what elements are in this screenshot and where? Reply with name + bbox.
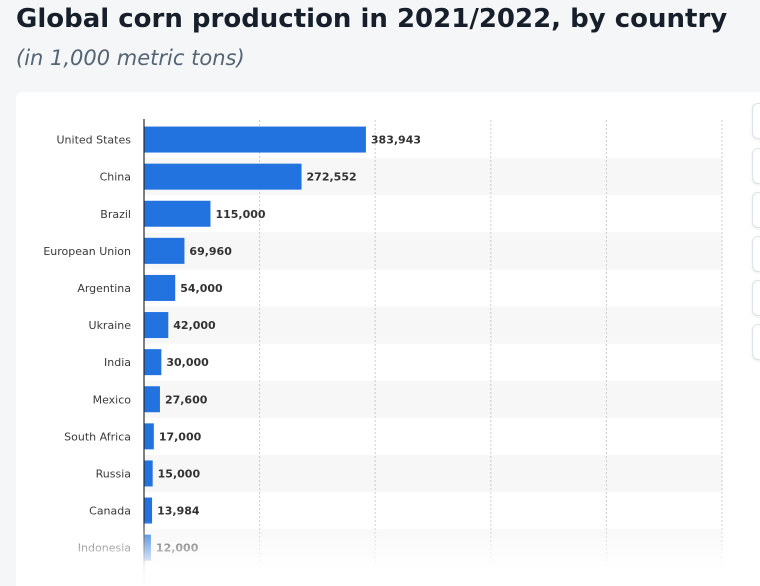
row-stripe bbox=[144, 306, 722, 344]
row-stripe bbox=[144, 529, 722, 567]
value-label: 27,600 bbox=[165, 393, 208, 406]
row-stripe bbox=[144, 380, 722, 418]
value-label: 42,000 bbox=[173, 319, 216, 332]
value-label: 13,984 bbox=[157, 505, 200, 518]
bar bbox=[144, 274, 176, 301]
row-stripe bbox=[144, 454, 722, 492]
value-label: 12,000 bbox=[156, 542, 199, 555]
category-label: United States bbox=[57, 134, 132, 147]
value-label: 383,943 bbox=[371, 134, 421, 147]
chart-card: United States China Brazil European Union Ar… bbox=[16, 92, 760, 586]
category-label: Ukraine bbox=[89, 319, 132, 332]
row-stripe bbox=[144, 232, 722, 270]
share-button[interactable] bbox=[752, 236, 760, 272]
value-label: 115,000 bbox=[215, 208, 265, 221]
bar bbox=[144, 163, 302, 190]
bar bbox=[144, 237, 185, 264]
value-label: 17,000 bbox=[159, 430, 202, 443]
category-label: Indonesia bbox=[78, 542, 131, 555]
bar bbox=[144, 534, 151, 561]
bar bbox=[144, 460, 153, 487]
page-title: Global corn production in 2021/2022, by … bbox=[16, 4, 728, 34]
download-button[interactable] bbox=[752, 148, 760, 184]
bar-chart: United States China Brazil European Union Ar… bbox=[43, 119, 723, 586]
bar bbox=[144, 423, 154, 450]
value-label: 272,552 bbox=[307, 171, 357, 184]
bar bbox=[144, 497, 153, 524]
value-label: 69,960 bbox=[189, 245, 232, 258]
category-label: European Union bbox=[43, 245, 131, 258]
category-label: Russia bbox=[96, 467, 131, 480]
value-label: 54,000 bbox=[180, 282, 223, 295]
favorite-button[interactable] bbox=[752, 103, 760, 139]
bar bbox=[144, 349, 162, 376]
category-label: Mexico bbox=[93, 393, 132, 406]
settings-button[interactable] bbox=[752, 192, 760, 228]
category-label: Brazil bbox=[100, 208, 131, 221]
info-button[interactable] bbox=[752, 324, 760, 360]
category-label: Canada bbox=[89, 505, 131, 518]
category-label: South Africa bbox=[64, 430, 131, 443]
bar bbox=[144, 386, 160, 413]
print-button[interactable] bbox=[752, 280, 760, 316]
page-subtitle: (in 1,000 metric tons) bbox=[16, 46, 245, 70]
bar bbox=[144, 312, 169, 339]
value-label: 30,000 bbox=[166, 356, 209, 369]
value-label: 15,000 bbox=[158, 467, 201, 480]
category-label: Argentina bbox=[77, 282, 131, 295]
category-label: India bbox=[104, 356, 131, 369]
bar bbox=[144, 126, 366, 153]
bar bbox=[144, 200, 211, 227]
category-label: China bbox=[100, 171, 131, 184]
